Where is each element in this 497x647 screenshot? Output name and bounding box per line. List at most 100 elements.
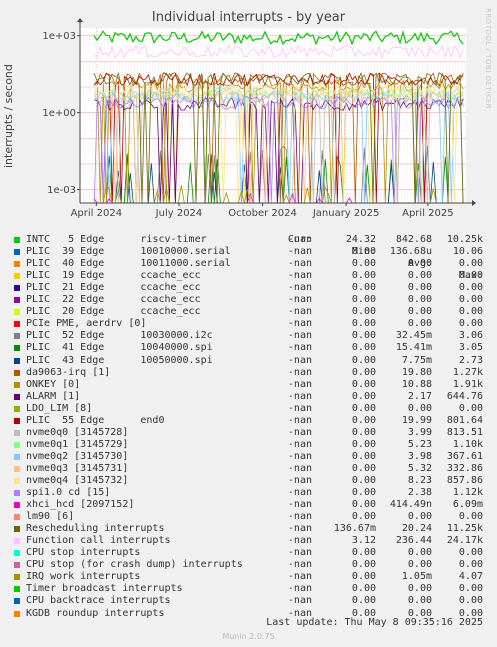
legend-cur: -nan [287,366,312,378]
legend-min: 0.00 [351,390,376,402]
legend-avg: 414.49n [389,499,432,511]
y-tick-label: 1e-03 [47,185,76,196]
legend-min: 0.00 [351,487,376,499]
legend-cur: -nan [287,282,312,294]
legend-max: 0.00 [458,595,483,607]
legend-min: 0.00 [351,282,376,294]
legend-row: PLIC 39 Edge 10010000.serial -nan 0.00 136.… [14,246,483,258]
legend-row: PLIC 40 Edge 10011000.serial -nan 0.00 0.00… [14,258,483,270]
y-tick-label: 1e+03 [42,31,76,42]
legend-cur: -nan [287,390,312,402]
legend-cur: -nan [287,535,312,547]
legend-avg: 32.45m [395,330,432,342]
legend-max: 801.64 [446,414,483,426]
series-line [93,95,464,204]
legend-avg: 842.68 [395,234,432,246]
legend-cur: -nan [287,258,312,270]
legend-cur: -nan [287,306,312,318]
legend-swatch [14,429,20,436]
x-tick-label: October 2024 [228,208,297,219]
x-tick-label: April 2024 [71,208,122,219]
legend-row: LDO_LIM [8] -nan 0.00 0.00 0.00 [14,403,483,415]
legend-avg: 10.88 [401,378,432,390]
legend-cur: -nan [287,294,312,306]
legend-label: LDO_LIM [8] [26,402,93,414]
series-line [94,97,464,204]
legend-max: 0.00 [458,270,483,282]
legend-max: 0.00 [458,583,483,595]
legend-swatch [14,405,20,412]
legend-min: 0.00 [351,246,376,258]
legend-avg: 15.41m [395,342,432,354]
legend-min: 0.00 [351,306,376,318]
legend-min: 0.00 [351,258,376,270]
last-update: Last update: Thu May 8 09:35:16 2025 [266,617,483,628]
legend-swatch [14,526,20,533]
legend-label: Timer broadcast interrupts [26,583,183,595]
legend-avg: 2.17 [407,390,432,402]
legend-cur: -nan [287,270,312,282]
legend-label: nvme0q2 [3145730] [26,450,129,462]
legend-rows: INTC 5 Edge riscv-timer -nan 24.32 842.68 10… [14,234,483,620]
legend-cur: -nan [287,426,312,438]
legend-min: 0.00 [351,462,376,474]
legend-swatch [14,237,20,244]
legend-avg: 0.00 [407,258,432,270]
legend-cur: -nan [287,571,312,583]
legend-min: 0.00 [351,330,376,342]
legend-cur: -nan [287,378,312,390]
legend-row: PLIC 55 Edge end0 -nan 0.00 19.99 801.64 [14,415,483,427]
legend-min: 0.00 [351,547,376,559]
series-line [93,81,464,204]
legend-max: 0.00 [458,306,483,318]
legend-avg: 5.32 [407,462,432,474]
legend-label: PLIC 22 Edge ccache_ecc [26,294,201,306]
legend-swatch [14,381,20,388]
legend-avg: 5.23 [407,438,432,450]
legend-avg: 19.99 [401,414,432,426]
legend-avg: 3.99 [407,426,432,438]
legend-row: PLIC 41 Edge 10040000.spi -nan 0.00 15.41m 3… [14,342,483,354]
legend-avg: 0.00 [407,559,432,571]
legend-max: 10.25k [446,234,483,246]
legend-max: 0.00 [458,294,483,306]
legend-row: PLIC 22 Edge ccache_ecc -nan 0.00 0.00 0.00 [14,294,483,306]
legend-row: PLIC 52 Edge 10030000.i2c -nan 0.00 32.45m 3… [14,330,483,342]
legend-label: PLIC 39 Edge 10010000.serial [26,246,231,258]
legend-avg: 0.00 [407,294,432,306]
legend-swatch [14,610,20,617]
legend-label: PLIC 19 Edge ccache_ecc [26,270,201,282]
legend-avg: 0.00 [407,607,432,619]
legend-cur: -nan [287,330,312,342]
legend-row: INTC 5 Edge riscv-timer -nan 24.32 842.68 10… [14,234,483,246]
legend-cur: -nan [287,607,312,619]
legend-label: spi1.0 cd [15] [26,487,111,499]
legend-max: 857.86 [446,474,483,486]
legend-label: da9063-irq [1] [26,366,111,378]
legend-swatch [14,598,20,605]
legend-cur: -nan [287,595,312,607]
legend-header-max: Max: [458,270,483,282]
legend-min: 0.00 [351,583,376,595]
legend-max: 1.27k [452,366,483,378]
legend-swatch [14,309,20,316]
axes: April 2024 July 2024 October 2024 January 2… [42,18,476,219]
legend-min: 0.00 [351,294,376,306]
legend-cur: -nan [287,342,312,354]
legend-row: da9063-irq [1] -nan 0.00 19.80 1.27k [14,367,483,379]
legend-row: nvme0q3 [3145731] -nan 0.00 5.32 332.86 [14,463,483,475]
legend-min: 0.00 [351,474,376,486]
legend-min: 0.00 [351,450,376,462]
munin-version: Munin 2.0.75 [222,632,275,641]
legend-label: Rescheduling interrupts [26,523,165,535]
legend-header: Cur: Min: Avg: Max: [14,222,483,281]
legend-row: nvme0q1 [3145729] -nan 0.00 5.23 1.10k [14,439,483,451]
legend-label: PLIC 52 Edge 10030000.i2c [26,330,213,342]
legend-max: 4.07 [458,571,483,583]
legend-row: PLIC 43 Edge 10050000.spi -nan 0.00 7.75m 2.… [14,355,483,367]
legend-avg: 1.05m [401,571,432,583]
legend-cur: -nan [287,318,312,330]
legend-avg: 0.00 [407,511,432,523]
legend-swatch [14,249,20,256]
legend-label: PCIe PME, aerdrv [0] [26,318,147,330]
